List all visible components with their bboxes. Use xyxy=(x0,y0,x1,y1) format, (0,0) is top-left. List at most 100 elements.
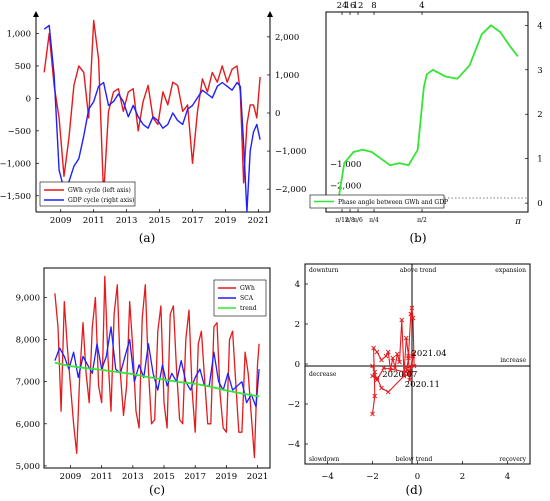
d-point-label: 2020.11 xyxy=(405,380,440,390)
c-legend-trend: trend xyxy=(240,305,257,312)
panel-d: −4 −2 0 2 4 4 2 0 −2 −4 downturn above trend exp… xyxy=(287,263,531,497)
a-left-tick-label: −1,000 xyxy=(0,159,31,169)
b-top-tick-label: 12 xyxy=(353,1,364,11)
c-y-tick-label: 9,000 xyxy=(16,293,40,303)
d-point xyxy=(397,359,402,365)
d-point xyxy=(370,373,375,379)
d-frame xyxy=(304,263,531,465)
b-pi-tick-label: π xyxy=(514,217,521,227)
c-y-tick-label: 6,000 xyxy=(16,420,40,430)
d-point xyxy=(379,357,384,363)
a-right-tick-label: 2,000 xyxy=(275,33,299,43)
d-y-tick-label: 0 xyxy=(295,360,300,370)
d-point xyxy=(370,363,375,369)
c-x-tick-label: 2009 xyxy=(60,472,82,482)
d-label-above-trend: above trend xyxy=(400,267,437,274)
a-caption: (a) xyxy=(139,231,156,245)
a-lines xyxy=(43,19,261,212)
b-bottom-tick-label: π/4 xyxy=(369,217,379,224)
d-point xyxy=(410,353,416,359)
d-point xyxy=(407,377,412,383)
d-point xyxy=(408,371,414,377)
b-lines xyxy=(337,24,519,202)
a-right-tick-label: −2,000 xyxy=(275,185,306,195)
c-x-tick-label: 2019 xyxy=(216,472,238,482)
b-bottom-tick-label: π/12 xyxy=(335,217,349,224)
d-y-tick-label: −4 xyxy=(287,440,300,450)
c-legend-gwh: GWh xyxy=(240,285,255,292)
b-legend-phase: Phase angle between GWh and GDP xyxy=(338,199,448,206)
c-y-tick-label: 8,000 xyxy=(16,336,40,346)
a-right-tick-label: 1,000 xyxy=(275,71,299,81)
b-right-tick-label: 2 xyxy=(537,110,542,120)
d-point xyxy=(403,335,409,341)
d-x-tick-label: −2 xyxy=(366,472,379,482)
d-point xyxy=(392,365,398,371)
a-series-gwh xyxy=(43,19,261,197)
d-label-downturn: downturn xyxy=(309,267,339,274)
d-point xyxy=(370,411,375,417)
b-top-tick-label: 24 xyxy=(337,1,348,11)
b-bottom-ticks: π/12π/8π/6 π/4 π/2 π xyxy=(335,209,521,227)
b-left-tick-label: −1,000 xyxy=(330,160,361,170)
b-right-tick-label: 1 xyxy=(537,155,542,165)
c-x-tick-label: 2015 xyxy=(153,472,175,482)
d-point xyxy=(403,369,409,375)
b-legend: Phase angle between GWh and GDP xyxy=(309,194,448,209)
a-right-tick-label: −1,000 xyxy=(275,147,306,157)
a-legend: GWh cycle (left axis) GDP cycle (right a… xyxy=(39,181,136,207)
d-point xyxy=(371,345,376,351)
d-label-expansion: expansion xyxy=(495,267,526,274)
b-left-tick-label: −2,000 xyxy=(330,181,361,191)
d-y-tick-label: 4 xyxy=(295,280,300,290)
a-legend-gwh: GWh cycle (left axis) xyxy=(68,187,131,194)
d-x-tick-label: 0 xyxy=(415,472,420,482)
d-point xyxy=(394,351,400,357)
a-legend-gdp: GDP cycle (right axis) xyxy=(68,197,135,204)
b-right-ticks: 4 3 2 1 0 −1,000 −2,000 xyxy=(330,21,543,209)
d-caption: (d) xyxy=(405,483,422,497)
c-x-ticks: 2009 2011 2013 2015 2017 2019 2021 xyxy=(60,465,268,482)
a-left-ticks: 1,000 500 0 −500 −1,000 −1,500 xyxy=(0,29,39,202)
a-left-tick-label: 0 xyxy=(26,94,31,104)
a-x-tick-label: 2009 xyxy=(50,216,72,226)
a-x-tick-label: 2013 xyxy=(116,216,138,226)
d-point xyxy=(406,353,411,359)
d-trajectory-line xyxy=(371,307,415,415)
d-label-slowdown: slowdown xyxy=(309,456,339,463)
d-y-tick-label: −2 xyxy=(287,400,300,410)
a-left-tick-label: 500 xyxy=(15,62,31,72)
a-x-tick-label: 2017 xyxy=(182,216,204,226)
c-legend: GWh SCA trend xyxy=(213,279,267,317)
a-x-tick-label: 2011 xyxy=(83,216,105,226)
d-point xyxy=(385,389,391,395)
a-left-tick-label: 1,000 xyxy=(7,29,31,39)
c-y-ticks: 9,000 8,000 7,000 6,000 5,000 xyxy=(16,293,47,472)
d-point xyxy=(407,371,412,377)
d-point xyxy=(403,365,409,371)
d-x-tick-label: 4 xyxy=(505,472,510,482)
c-legend-sca: SCA xyxy=(240,295,254,302)
d-point xyxy=(390,355,396,361)
d-label-recovery: recovery xyxy=(499,456,526,463)
a-right-tick-label: 0 xyxy=(275,109,280,119)
a-x-tick-label: 2019 xyxy=(215,216,237,226)
d-y-tick-label: 2 xyxy=(295,320,300,330)
d-point xyxy=(406,355,411,361)
b-top-tick-label: 4 xyxy=(419,1,424,11)
a-x-ticks: 2009 2011 2013 2015 2017 2019 2021 xyxy=(50,209,269,226)
c-caption: (c) xyxy=(149,483,165,497)
c-series-trend xyxy=(54,361,260,398)
d-point xyxy=(410,315,416,321)
d-y-ticks: 4 2 0 −2 −4 xyxy=(287,280,308,450)
d-point-label: 2020.07 xyxy=(382,370,417,380)
b-right-tick-label: 4 xyxy=(537,21,542,31)
b-series-phase xyxy=(337,24,519,202)
b-caption: (b) xyxy=(409,231,426,245)
c-y-tick-label: 7,000 xyxy=(16,378,40,388)
d-point xyxy=(372,369,378,375)
d-point xyxy=(411,363,417,369)
